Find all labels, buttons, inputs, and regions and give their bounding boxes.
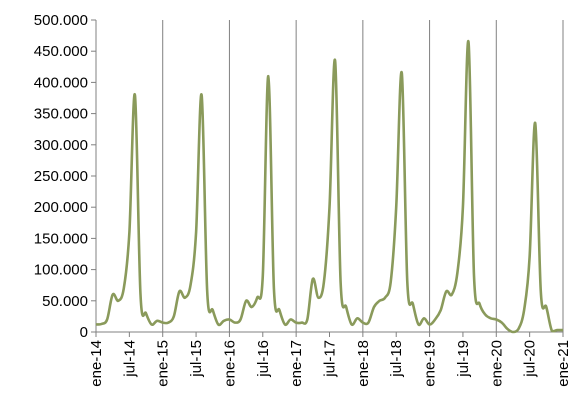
y-tick-label: 300.000 xyxy=(34,137,88,154)
x-tick-label: jul-15 xyxy=(188,340,205,378)
x-tick-label: ene-17 xyxy=(288,340,305,387)
y-tick-label: 500.000 xyxy=(34,12,88,29)
x-tick-label: jul-14 xyxy=(121,340,138,378)
x-tick-label: ene-21 xyxy=(555,340,571,387)
y-tick-label: 200.000 xyxy=(34,199,88,216)
axes xyxy=(91,19,564,337)
gridlines xyxy=(162,20,564,332)
y-tick-label: 450.000 xyxy=(34,43,88,60)
x-tick-label: ene-19 xyxy=(422,340,439,387)
y-tick-label: 50.000 xyxy=(42,293,88,310)
x-tick-label: jul-17 xyxy=(322,340,339,378)
x-tick-label: jul-19 xyxy=(455,340,472,378)
x-tick-label: ene-16 xyxy=(221,340,238,387)
y-tick-label: 250.000 xyxy=(34,168,88,185)
y-tick-label: 400.000 xyxy=(34,74,88,91)
x-tick-labels: ene-14 jul-14 ene-15 jul-15 ene-16 jul-16 ene-… xyxy=(88,340,571,387)
y-tick-label: 350.000 xyxy=(34,106,88,123)
y-tick-label: 0 xyxy=(80,324,88,341)
x-tick-label: jul-16 xyxy=(255,340,272,378)
x-tick-label: jul-20 xyxy=(522,340,539,378)
series-line xyxy=(95,40,564,334)
y-tick-labels: 0 50.000 100.000 150.000 200.000 250.000 300.0… xyxy=(34,12,88,341)
x-tick-label: ene-20 xyxy=(488,340,505,387)
y-tick-label: 100.000 xyxy=(34,262,88,279)
x-tick-label: ene-14 xyxy=(88,340,105,387)
x-tick-label: ene-15 xyxy=(155,340,172,387)
x-tick-label: ene-18 xyxy=(355,340,372,387)
series-layer xyxy=(95,40,564,334)
y-tick-label: 150.000 xyxy=(34,230,88,247)
x-tick-label: jul-18 xyxy=(388,340,405,378)
